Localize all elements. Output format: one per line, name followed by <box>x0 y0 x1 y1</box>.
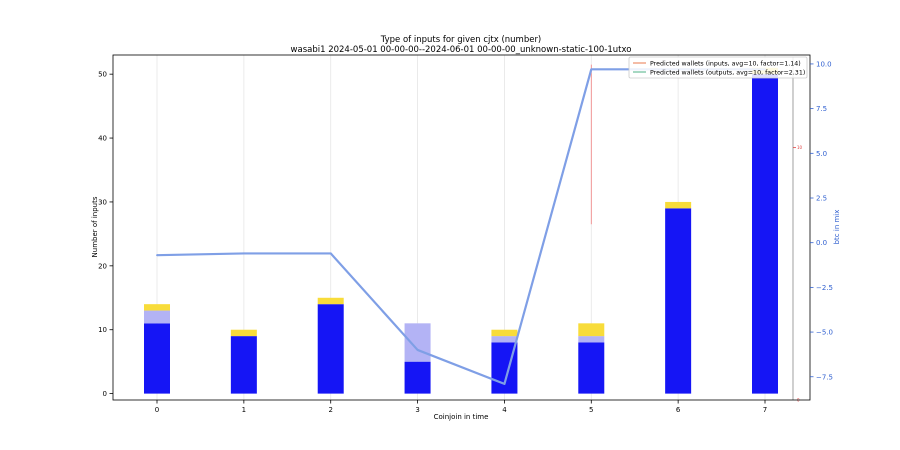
bar <box>404 361 431 394</box>
y-tick-label: 0 <box>103 390 107 398</box>
bar <box>491 336 518 343</box>
btc-line-point <box>156 254 158 257</box>
y2-tick-label: 10.0 <box>816 60 832 68</box>
bar <box>665 208 692 394</box>
bar <box>404 323 431 362</box>
btc-line-point <box>242 252 245 255</box>
x-tick-label: 2 <box>328 406 332 414</box>
chart-title: Type of inputs for given cjtx (number) <box>380 35 542 45</box>
bar <box>144 310 170 324</box>
chart-subtitle: wasabi1 2024-05-01 00-00-00--2024-06-01 … <box>291 45 632 55</box>
x-tick-label: 4 <box>502 406 507 414</box>
y2-tick-label: −5.0 <box>816 329 833 337</box>
bar <box>578 336 605 343</box>
legend-box <box>628 56 808 79</box>
x-axis-label: Coinjoin in time <box>434 413 489 421</box>
y2-tick-label: −2.5 <box>816 284 833 292</box>
y-axis: 0 10 20 30 40 50 <box>98 71 113 398</box>
btc-line-point <box>503 383 506 385</box>
y2-axis-label: btc in mix <box>833 210 841 245</box>
y-tick-label: 20 <box>98 262 107 270</box>
y2-tick-label: 0.0 <box>816 239 827 247</box>
bar <box>317 304 344 394</box>
bars <box>144 67 778 394</box>
bar <box>491 329 518 337</box>
bar <box>230 329 257 337</box>
x-tick-label: 5 <box>589 406 593 414</box>
x-tick-label: 3 <box>415 406 419 414</box>
btc-line-point <box>329 252 332 255</box>
right-scale-tick-label: 10 <box>797 145 803 150</box>
y-tick-label: 40 <box>98 135 107 143</box>
legend-label: Predicted wallets (outputs, avg=10, fact… <box>650 69 805 76</box>
y-tick-label: 50 <box>98 71 107 79</box>
bar <box>665 201 692 209</box>
y-axis-label: Number of inputs <box>91 196 99 257</box>
y2-tick-label: 5.0 <box>816 150 827 158</box>
x-tick-label: 6 <box>676 406 681 414</box>
bar <box>578 342 605 394</box>
y2-tick-label: −7.5 <box>816 373 833 381</box>
y-tick-label: 30 <box>98 198 107 206</box>
plot-frame <box>112 54 811 401</box>
y-tick-label: 10 <box>98 326 107 334</box>
btc-line-point <box>416 349 419 351</box>
x-tick-label: 0 <box>155 406 159 414</box>
bar <box>752 74 778 394</box>
y2-tick-label: 7.5 <box>816 105 827 113</box>
y2-axis: −7.5 −5.0 −2.5 0.0 2.5 5.0 7.5 10.0 <box>810 60 833 381</box>
x-axis: 0 1 2 3 4 5 6 7 <box>155 400 767 414</box>
btc-line-point <box>590 68 593 71</box>
x-tick-label: 7 <box>763 406 767 414</box>
y2-tick-label: 2.5 <box>816 195 827 203</box>
x-tick-label: 1 <box>242 406 246 414</box>
bar <box>230 336 257 394</box>
legend: Predicted wallets (inputs, avg=10, facto… <box>628 56 808 79</box>
bar <box>144 304 170 311</box>
bar <box>144 323 170 394</box>
bar <box>317 297 344 305</box>
legend-label: Predicted wallets (inputs, avg=10, facto… <box>650 60 801 67</box>
bar <box>578 323 605 337</box>
